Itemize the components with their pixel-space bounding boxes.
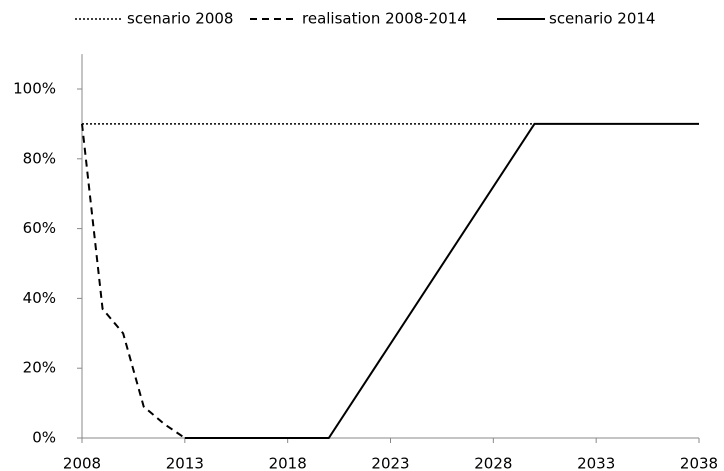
y-tick-label: 100% <box>13 80 56 98</box>
y-tick-label: 80% <box>23 149 56 167</box>
legend-label: realisation 2008-2014 <box>302 10 467 28</box>
y-tick-label: 0% <box>32 429 56 447</box>
x-tick-label: 2013 <box>166 455 204 471</box>
y-tick-label: 20% <box>23 359 56 377</box>
y-tick-label: 60% <box>23 219 56 237</box>
x-tick-label: 2008 <box>63 455 101 471</box>
x-tick-label: 2023 <box>371 455 409 471</box>
x-tick-label: 2028 <box>474 455 512 471</box>
legend-label: scenario 2014 <box>549 10 655 28</box>
legend-label: scenario 2008 <box>127 10 233 28</box>
y-tick-label: 40% <box>23 289 56 307</box>
series-line <box>184 122 699 439</box>
x-tick-label: 2033 <box>577 455 615 471</box>
x-tick-label: 2018 <box>269 455 307 471</box>
series-line <box>81 123 186 439</box>
x-tick-label: 2038 <box>680 455 718 471</box>
